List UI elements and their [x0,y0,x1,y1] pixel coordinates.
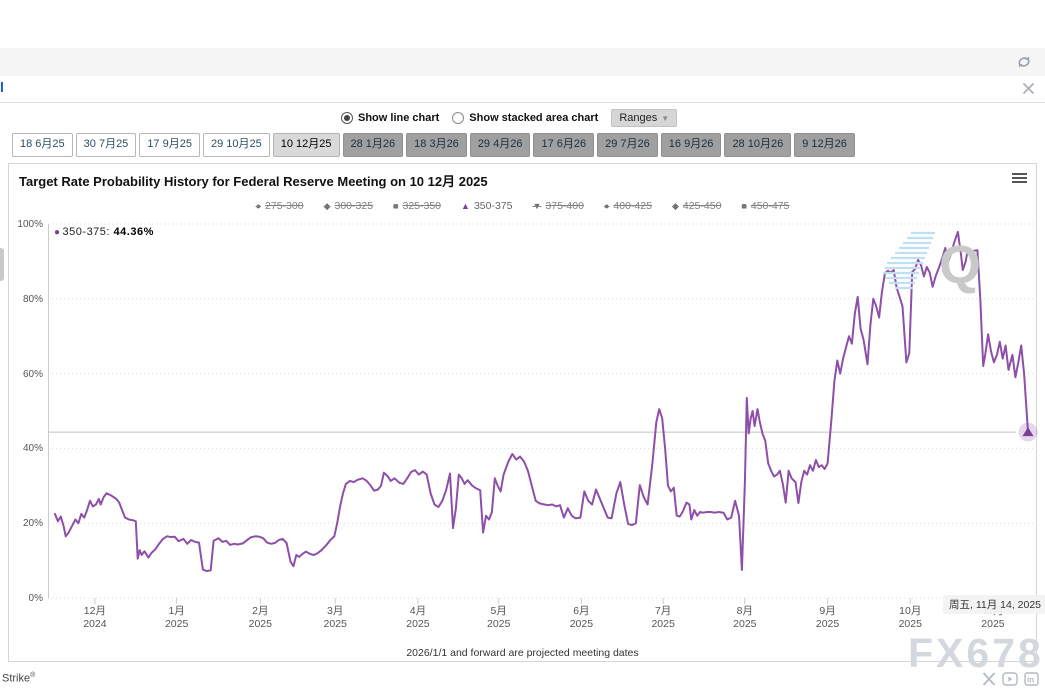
legend-item-375-400[interactable]: ▼ 375-400 [533,200,584,212]
meeting-tab[interactable]: 18 6月25 [12,133,73,157]
radio-line-label: Show line chart [358,112,440,124]
ranges-dropdown[interactable]: Ranges ▼ [611,109,678,127]
meeting-tab[interactable]: 16 9月26 [660,133,722,157]
meeting-tab[interactable]: 17 6月26 [533,133,595,157]
legend-label: 450-475 [750,200,790,212]
close-icon[interactable] [1021,81,1036,96]
current-value-label: ● 350-375: 44.36% [54,226,154,238]
youtube-icon[interactable] [1002,672,1018,686]
social-icons: in [982,672,1039,686]
chart-legend: ● 275-300 ◆ 300-325 ■ 325-350 ▲ 350-375 ▼ 375-400… [9,200,1036,212]
current-series-value: 44.36% [113,226,154,238]
legend-label: 350-375 [473,200,513,212]
diamond-marker-icon: ◆ [671,200,679,211]
date-tooltip: 周五, 11月 14, 2025 [943,595,1045,614]
y-tick-label: 40% [22,443,43,455]
y-tick-label: 20% [22,518,43,530]
legend-label: 275-300 [265,200,304,212]
meeting-tab[interactable]: 28 10月26 [724,133,792,157]
radio-area-label: Show stacked area chart [469,112,599,124]
legend-item-275-300[interactable]: ● 275-300 [256,200,304,212]
triangle-marker-icon: ▲ [461,201,470,211]
radio-dot-unselected[interactable] [452,112,465,124]
radio-show-line-chart[interactable]: Show line chart [341,112,439,124]
meeting-tabs: 18 6月25 30 7月25 17 9月25 29 10月25 10 12月25 28 … [12,133,855,157]
legend-label: 300-325 [334,200,374,212]
legend-item-300-325[interactable]: ◆ 300-325 [324,200,373,212]
x-tick-label: 12月 2024 [83,605,107,630]
x-social-icon[interactable] [982,672,996,686]
x-tick-label: 8月 2025 [733,605,757,630]
y-tick-label: 80% [22,293,43,305]
square-marker-icon: ■ [393,201,399,211]
series-dot-icon: ● [54,227,61,238]
legend-item-450-475[interactable]: ■ 450-475 [741,200,789,212]
x-tick-label: 2月 2025 [248,605,272,630]
refresh-icon[interactable] [1015,53,1033,71]
current-series-name: 350-375: [62,226,110,238]
legend-label: 375-400 [545,200,584,212]
legend-item-425-450[interactable]: ◆ 425-450 [672,200,721,212]
x-tick-label: 4月 2025 [406,605,430,630]
circle-marker-icon: ● [603,201,610,211]
triangle-down-marker-icon: ▼ [532,201,542,211]
chart-menu-icon[interactable] [1012,173,1027,185]
truncated-link[interactable]: l [0,79,4,95]
meeting-tab[interactable]: 18 3月26 [406,133,467,157]
x-tick-label: 3月 2025 [323,605,347,630]
strike-brand-label: Strike® [2,672,36,685]
meeting-tab[interactable]: 17 9月25 [139,133,200,157]
meeting-tab[interactable]: 9 12月26 [794,133,855,157]
top-toolbar [0,48,1045,76]
y-tick-label: 60% [22,368,43,380]
linkedin-icon[interactable]: in [1024,672,1039,686]
side-panel-handle[interactable] [0,248,4,281]
meeting-tab[interactable]: 30 7月25 [75,133,137,157]
legend-item-325-350[interactable]: ■ 325-350 [393,200,441,212]
chart-type-controls: Show line chart Show stacked area chart … [341,109,678,127]
x-tick-label: 9月 2025 [815,605,840,630]
svg-text:in: in [1027,676,1034,685]
meeting-tab[interactable]: 29 7月26 [597,133,658,157]
x-tick-label: 1月 2025 [164,605,189,630]
square-marker-icon: ■ [741,201,747,211]
legend-item-350-375[interactable]: ▲ 350-375 [461,200,512,212]
circle-marker-icon: ● [255,201,262,211]
legend-label: 325-350 [402,200,442,212]
legend-label: 425-450 [682,200,722,212]
radio-show-stacked-area-chart[interactable]: Show stacked area chart [452,112,598,124]
ranges-label: Ranges [619,112,658,124]
chart-title: Target Rate Probability History for Fede… [19,174,488,189]
chevron-down-icon: ▼ [661,113,670,123]
radio-dot-selected[interactable] [341,112,353,124]
legend-item-400-425[interactable]: ● 400-425 [604,200,652,212]
x-tick-label: 10月 2025 [898,605,922,630]
y-tick-label: 0% [28,593,43,604]
meeting-tab[interactable]: 29 4月26 [469,133,531,157]
projected-dates-footnote: 2026/1/1 and forward are projected meeti… [406,647,639,659]
probability-line-chart[interactable] [48,223,1038,606]
meeting-tab[interactable]: 29 10月25 [202,133,270,157]
meeting-tab[interactable]: 10 12月25 [272,133,340,157]
y-tick-label: 100% [17,219,43,230]
diamond-marker-icon: ◆ [323,200,331,211]
meeting-tab[interactable]: 28 1月26 [342,133,404,157]
x-tick-label: 5月 2025 [487,605,511,630]
chart-panel: Target Rate Probability History for Fede… [8,163,1045,662]
x-tick-label: 7月 2025 [651,605,675,630]
legend-label: 400-425 [613,200,652,212]
sub-toolbar: l [0,76,1045,103]
x-tick-label: 6月 2025 [569,605,594,630]
